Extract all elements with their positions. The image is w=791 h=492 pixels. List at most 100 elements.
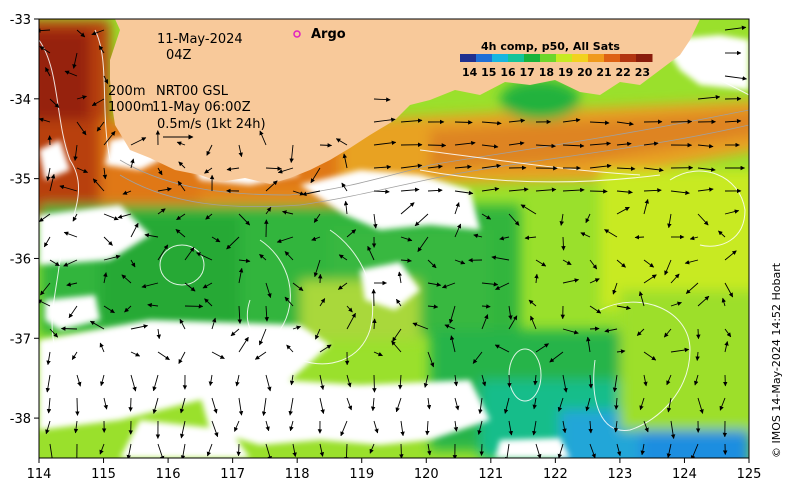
current-vector-arrow	[66, 282, 78, 287]
current-vector-arrow	[589, 189, 608, 194]
current-vector-arrow	[508, 420, 514, 436]
current-vector-arrow	[535, 443, 542, 458]
x-tick-label: 117	[220, 467, 245, 482]
current-vector-arrow	[399, 443, 404, 458]
current-vector-arrow	[49, 98, 60, 108]
y-tick-label: -35	[10, 173, 31, 188]
colorbar-tick-label: 15	[481, 66, 496, 79]
current-vector-arrow	[103, 130, 116, 146]
current-vector-arrow	[254, 351, 267, 360]
colorbar-tick-label: 19	[558, 66, 573, 79]
current-vector-arrow	[45, 374, 51, 393]
current-vector-arrow	[532, 420, 537, 436]
current-vector-arrow	[417, 236, 429, 252]
current-vector-arrow	[697, 167, 716, 172]
current-vector-arrow	[292, 282, 304, 291]
current-vector-arrow	[585, 213, 591, 224]
current-vector-arrow	[373, 97, 391, 102]
current-vector-arrow	[427, 282, 442, 287]
current-vector-arrow	[64, 70, 78, 77]
current-vector-arrow	[289, 374, 295, 386]
current-vector-arrow	[454, 120, 473, 125]
current-vector-arrow	[156, 328, 161, 340]
current-vector-arrow	[481, 282, 499, 287]
current-vector-arrow	[614, 397, 619, 410]
current-vector-arrow	[49, 328, 59, 338]
current-vector-arrow	[92, 178, 105, 192]
current-vector-arrow	[508, 141, 525, 146]
current-vector-arrow	[427, 304, 439, 309]
current-vector-arrow	[226, 166, 240, 172]
current-vector-arrow	[643, 141, 659, 146]
current-vector-arrow	[259, 253, 267, 261]
current-vector-arrow	[562, 143, 585, 149]
current-vector-arrow	[533, 374, 538, 386]
current-vector-arrow	[206, 443, 213, 457]
current-vector-arrow	[670, 420, 676, 439]
current-vector-arrow	[643, 198, 649, 215]
current-vector-arrow	[43, 236, 51, 248]
current-vector-arrow	[697, 94, 721, 100]
current-vector-arrow	[103, 397, 108, 410]
current-vector-arrow	[643, 167, 664, 173]
current-vector-arrow	[535, 343, 549, 353]
current-vector-arrow	[448, 305, 456, 324]
current-vector-arrow	[344, 443, 349, 458]
current-vector-arrow	[454, 397, 460, 411]
current-vector-arrow	[504, 443, 510, 458]
current-vector-arrow	[697, 213, 709, 226]
credit-label: © IMOS 14-May-2024 14:52 Hobart	[770, 262, 783, 458]
current-vector-arrow	[532, 397, 537, 410]
current-vector-arrow	[373, 140, 397, 146]
current-vector-arrow	[391, 340, 402, 353]
current-vector-arrow	[454, 223, 462, 238]
current-vector-arrow	[179, 318, 186, 330]
colorbar-tick-label: 22	[616, 66, 631, 79]
current-vector-arrow	[96, 121, 105, 132]
current-vector-arrow	[535, 187, 557, 192]
current-vector-arrow	[236, 443, 241, 457]
current-vector-arrow	[337, 282, 348, 290]
current-vector-arrow	[258, 328, 267, 346]
current-vector-arrow	[616, 305, 631, 310]
current-vector-arrow	[130, 351, 141, 357]
current-vector-arrow	[453, 374, 459, 387]
current-vector-arrow	[643, 274, 657, 284]
current-vector-arrow	[697, 397, 704, 414]
current-vector-arrow	[346, 312, 356, 330]
current-vector-arrow	[319, 443, 325, 457]
current-vector-arrow	[180, 443, 186, 458]
current-vector-arrow	[237, 305, 243, 324]
current-vector-arrow	[39, 46, 51, 54]
current-vector-arrow	[238, 144, 243, 158]
current-vector-arrow	[508, 118, 526, 123]
current-vector-arrow	[724, 209, 740, 215]
y-tick-label: -33	[10, 13, 31, 28]
current-vector-arrow	[238, 336, 249, 353]
y-tick-label: -38	[10, 412, 31, 427]
current-vector-arrow	[412, 322, 429, 330]
current-vector-arrow	[454, 164, 472, 170]
current-vector-arrow	[508, 213, 520, 226]
colorbar-tick-label: 20	[577, 66, 593, 79]
current-vector-arrow	[128, 397, 133, 412]
current-vector-arrow	[427, 259, 437, 269]
current-vector-arrow	[130, 158, 135, 169]
current-vector-arrow	[719, 397, 726, 411]
colorbar-labels: 14 15 16 17 18 19 20 21 22 23	[462, 66, 650, 79]
current-vector-arrow	[689, 235, 699, 241]
current-vector-arrow	[508, 315, 518, 330]
current-vector-arrow	[588, 374, 594, 389]
current-vector-arrow	[491, 255, 510, 261]
current-vector-arrow	[102, 167, 108, 180]
current-vector-arrow	[616, 443, 622, 457]
current-vector-arrow	[616, 189, 633, 195]
current-vector-arrow	[396, 298, 402, 307]
current-vector-arrow	[265, 374, 272, 392]
current-vector-arrow	[427, 351, 435, 368]
current-vector-arrow	[157, 244, 169, 261]
current-vector-arrow	[400, 420, 405, 437]
current-vector-arrow	[76, 95, 87, 100]
current-vector-arrow	[346, 374, 352, 388]
